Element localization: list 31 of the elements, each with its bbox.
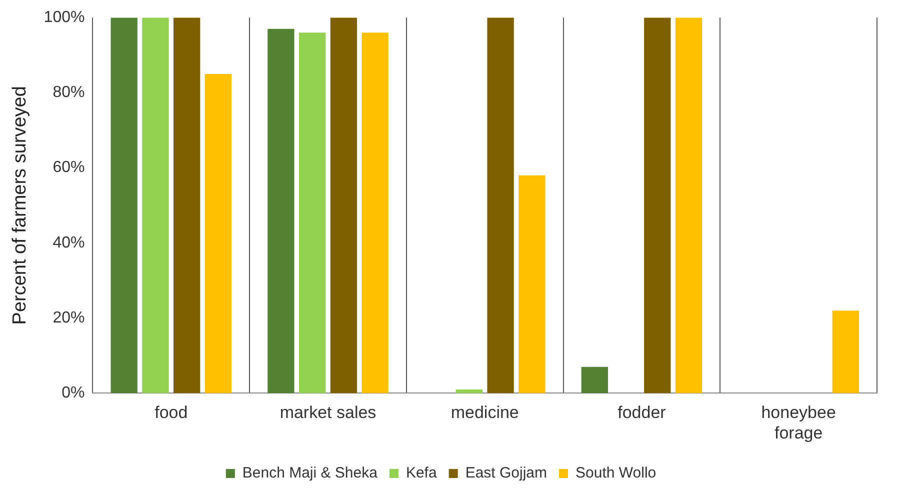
bar xyxy=(362,32,388,394)
bar xyxy=(832,310,859,394)
legend-label: Bench Maji & Sheka xyxy=(242,464,378,482)
x-tick-label: honeybee forage xyxy=(761,403,836,442)
bar xyxy=(456,389,483,394)
legend-label: South Wollo xyxy=(576,464,656,482)
y-tick-label: 0% xyxy=(62,384,85,402)
bar xyxy=(110,18,138,394)
bar xyxy=(174,18,200,394)
y-tick-label: 40% xyxy=(52,234,85,252)
legend-label: Kefa xyxy=(406,464,438,482)
y-axis-title: Percent of farmers surveyed xyxy=(10,86,31,325)
bar xyxy=(518,175,546,394)
bar xyxy=(142,18,169,394)
y-tick-label: 60% xyxy=(52,159,85,176)
legend-label: East Gojjam xyxy=(465,464,548,482)
bar xyxy=(487,18,514,394)
bar xyxy=(298,32,326,394)
y-tick-label: 20% xyxy=(52,309,85,326)
bar xyxy=(204,74,232,394)
x-tick-label: market sales xyxy=(280,403,376,422)
y-tick-label: 80% xyxy=(52,84,85,102)
x-tick-label: medicine xyxy=(450,403,519,422)
x-tick-label: fodder xyxy=(618,403,666,422)
bar xyxy=(330,18,358,394)
bar xyxy=(581,366,608,394)
y-tick-label: 100% xyxy=(44,9,85,26)
x-tick-label: food xyxy=(154,403,188,422)
bar xyxy=(268,28,294,394)
bar xyxy=(644,18,671,394)
bar xyxy=(675,18,702,394)
